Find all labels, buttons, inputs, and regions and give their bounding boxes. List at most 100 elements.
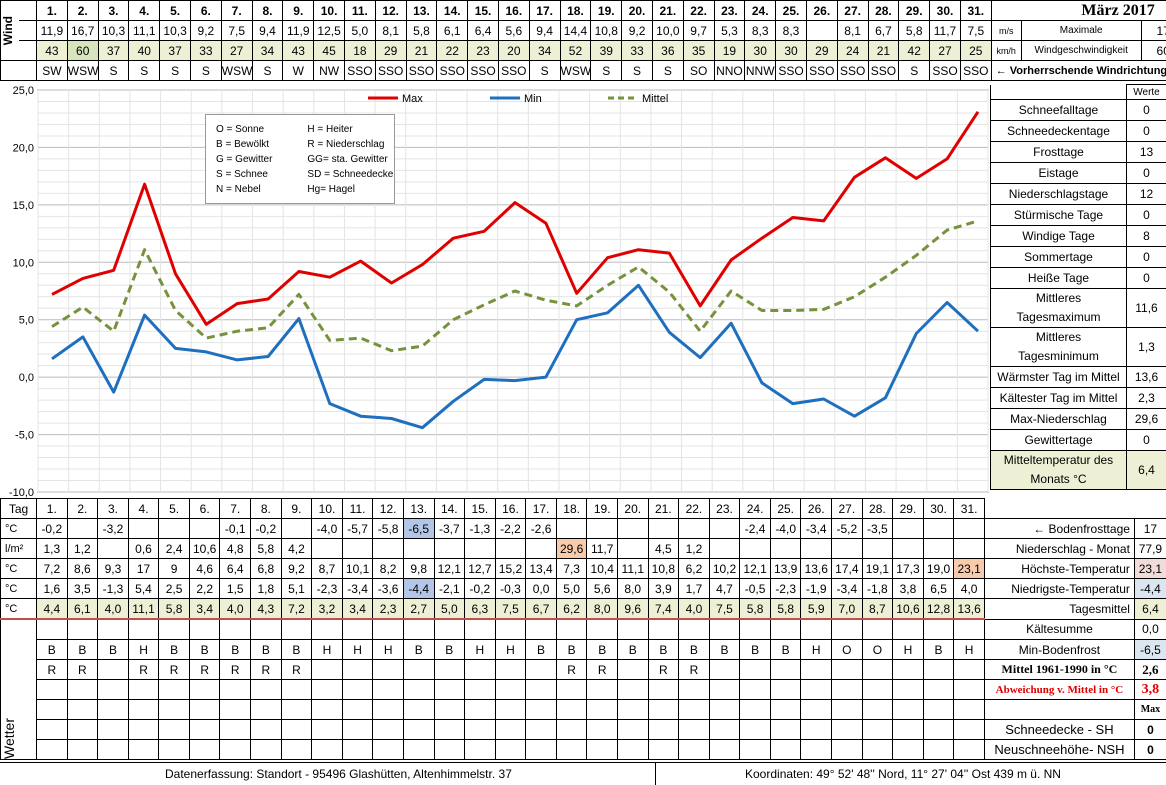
wind-day-header: 22.: [683, 1, 714, 21]
weather-code: B: [709, 640, 740, 660]
day-number: 19.: [587, 499, 618, 519]
footer-location: Datenerfassung: Standort - 95496 Glashüt…: [165, 767, 512, 781]
wind-direction: SSO: [960, 61, 991, 81]
wind-speed-kmh: 37: [160, 41, 191, 61]
y-tick-label: -10,0: [9, 487, 34, 498]
weather-code: [770, 660, 801, 680]
niedrigst-value: 1,5: [220, 579, 251, 599]
wind-day-header: 7.: [221, 1, 252, 21]
hoechst-value: 12,7: [465, 559, 496, 579]
wind-day-header: 30.: [930, 1, 961, 21]
bodenfrost-value: [648, 519, 679, 539]
wind-day-header: 5.: [160, 1, 191, 21]
wind-label: Wind: [1, 16, 15, 45]
hoechst-value: 10,1: [342, 559, 373, 579]
wind-direction-note: ← Vorherrschende Windrichtung: [991, 61, 1166, 81]
mittel-value: 12,8: [923, 599, 954, 620]
hoechst-value: 10,4: [587, 559, 618, 579]
hoechst-value: 19,1: [862, 559, 893, 579]
weather-code: H: [128, 640, 159, 660]
wind-speed-ms: 9,7: [683, 21, 714, 41]
weather-code: [526, 660, 557, 680]
wind-speed-ms: 8,1: [837, 21, 868, 41]
bodenfrost-value: [281, 519, 312, 539]
niedrigst-value: -2,3: [312, 579, 343, 599]
niederschlag-summary-value: 77,9: [1134, 539, 1166, 559]
hoechst-value: 6,2: [679, 559, 710, 579]
mittel-value: 13,6: [954, 599, 985, 620]
unit-label: l/m²: [1, 539, 37, 559]
wind-day-header: 19.: [591, 1, 622, 21]
weather-code: B: [220, 640, 251, 660]
wind-speed-ms: 6,4: [468, 21, 499, 41]
wind-direction: SSO: [498, 61, 529, 81]
niederschlag-value: [954, 539, 985, 559]
niederschlag-value: 1,3: [37, 539, 68, 559]
weather-code: B: [556, 640, 587, 660]
wind-speed-ms: 11,9: [283, 21, 314, 41]
wind-direction: WSW: [221, 61, 252, 81]
weather-code: B: [281, 640, 312, 660]
hoechst-value: 7,3: [556, 559, 587, 579]
avg-min-label-1: Mittleres: [991, 328, 1126, 347]
kaeltesumme-value: 0,0: [1134, 619, 1166, 640]
footer-coordinates: Koordinaten: 49° 52' 48'' Nord, 11° 27' …: [745, 767, 1061, 781]
bodenfrost-value: -5,8: [373, 519, 404, 539]
niedrigst-value: 0,0: [526, 579, 557, 599]
day-number: 12.: [373, 499, 404, 519]
weather-code: B: [37, 640, 68, 660]
wind-speed-kmh: 27: [221, 41, 252, 61]
stats-label: Stürmische Tage: [991, 205, 1127, 226]
niedrigst-value: 1,8: [251, 579, 282, 599]
weather-code: B: [587, 640, 618, 660]
bodenfrost-value: -0,2: [37, 519, 68, 539]
wind-direction: S: [652, 61, 683, 81]
schneedecke-value: 0: [1134, 720, 1166, 740]
day-number: 7.: [220, 499, 251, 519]
mittel-value: 7,5: [709, 599, 740, 620]
wind-day-header: 20.: [622, 1, 653, 21]
weather-code: R: [281, 660, 312, 680]
unit-label: °C: [1, 599, 37, 620]
niedrigst-value: -3,6: [373, 579, 404, 599]
niederschlag-value: 11,7: [587, 539, 618, 559]
niederschlag-value: 2,4: [159, 539, 190, 559]
month-mean-label-2: Monats °C: [991, 470, 1126, 489]
legend-label: Min: [524, 93, 542, 105]
wind-day-header: 15.: [468, 1, 499, 21]
weather-code: H: [801, 640, 832, 660]
wind-direction: S: [252, 61, 283, 81]
wind-direction: S: [190, 61, 221, 81]
wind-direction: WSW: [560, 61, 591, 81]
mittel-value: 5,8: [770, 599, 801, 620]
avg-max-value: 11,6: [1127, 289, 1166, 328]
weather-code: R: [189, 660, 220, 680]
weather-code: [893, 660, 924, 680]
wind-speed-kmh: 29: [375, 41, 406, 61]
weather-code-entry: G = Gewitter: [216, 152, 307, 167]
wind-table: Wind 1.2.3.4.5.6.7.8.9.10.11.12.13.14.15…: [0, 0, 1166, 81]
wind-label-cell: Wind: [1, 1, 19, 61]
wind-day-header: 29.: [899, 1, 930, 21]
wind-direction: S: [622, 61, 653, 81]
weather-code: R: [251, 660, 282, 680]
weather-code: R: [648, 660, 679, 680]
wind-speed-ms: [806, 21, 837, 41]
niederschlag-value: [373, 539, 404, 559]
weather-code: [801, 660, 832, 680]
wind-speed-ms: 5,3: [714, 21, 745, 41]
wind-direction: SSO: [468, 61, 499, 81]
weather-code-entry: Hg= Hagel: [307, 182, 394, 197]
wind-speed-ms: 10,3: [98, 21, 129, 41]
niedrigst-value: -3,4: [832, 579, 863, 599]
mittel-value: 4,0: [679, 599, 710, 620]
weather-code: [465, 660, 496, 680]
day-number: 5.: [159, 499, 190, 519]
